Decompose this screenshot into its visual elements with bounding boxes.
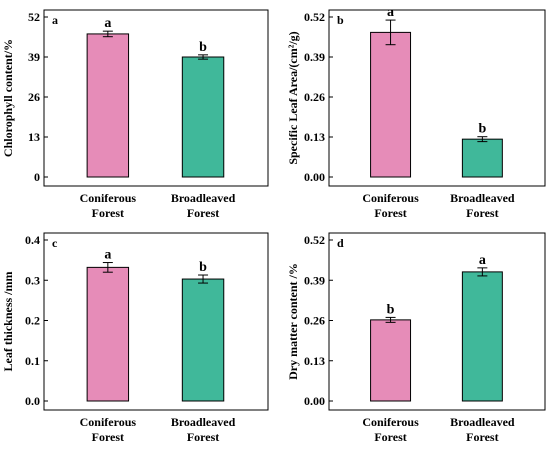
significance-label: a [104, 16, 111, 31]
significance-label: b [199, 40, 207, 55]
x-category-label: Coniferous Forest [362, 415, 419, 444]
y-axis-label: Leaf thickness /mm [1, 272, 15, 372]
bar-coniferous [86, 266, 130, 402]
y-tick-label: 0.52 [304, 10, 325, 24]
significance-label: b [387, 302, 395, 317]
y-tick-label: 0.26 [304, 314, 325, 328]
y-axis-label: Chlorophyll content/% [1, 39, 15, 157]
panel-label: d [337, 236, 344, 250]
y-tick-label: 0.13 [304, 130, 325, 144]
significance-label: a [387, 5, 394, 20]
y-tick-label: 0.1 [25, 354, 40, 368]
bar-broadleaved [461, 138, 503, 178]
plot-frame [43, 9, 269, 187]
y-tick-label: 0.2 [25, 314, 40, 328]
x-category-label: Coniferous Forest [80, 191, 137, 220]
x-category-label: Broadleaved Forest [450, 191, 515, 220]
y-tick-label: 0 [34, 170, 40, 184]
plot-frame [328, 232, 546, 411]
bar-coniferous [86, 33, 130, 178]
plot-frame [328, 9, 546, 187]
y-axis-label: Specific Leaf Area/(cm²/g) [286, 31, 300, 164]
y-tick-label: 0.00 [304, 170, 325, 184]
y-tick-label: 0.52 [304, 233, 325, 247]
panel-label: a [52, 13, 58, 27]
y-tick-label: 52 [28, 10, 40, 24]
y-tick-label: 13 [28, 130, 40, 144]
chart-panel-a: 0 13 26 39 52 Chlorophyll content/% a a Conifero… [1, 9, 269, 220]
y-tick-label: 0.00 [304, 394, 325, 408]
y-tick-label: 0.26 [304, 90, 325, 104]
y-tick-label: 0.13 [304, 354, 325, 368]
plot-frame [43, 232, 269, 411]
y-tick-label: 0.3 [25, 273, 40, 287]
panel-label: c [52, 236, 58, 250]
bar-coniferous [370, 31, 412, 178]
bar-coniferous [370, 319, 412, 402]
chart-panel-c: 0.0 0.1 0.2 0.3 0.4 Leaf thickness /mm c a Conif… [1, 232, 269, 444]
y-axis-label: Dry matter content /% [286, 263, 300, 380]
x-category-label: Broadleaved Forest [450, 415, 515, 444]
panel-label: b [337, 13, 344, 27]
significance-label: b [199, 260, 207, 275]
x-category-label: Broadleaved Forest [171, 415, 236, 444]
significance-label: a [479, 253, 486, 268]
bar-broadleaved [181, 56, 225, 178]
x-category-label: Coniferous Forest [362, 191, 419, 220]
bar-broadleaved [461, 271, 503, 402]
chart-panel-d: 0.00 0.13 0.26 0.39 0.52 Dry matter content /… [286, 232, 546, 444]
y-tick-label: 0.4 [25, 233, 40, 247]
y-tick-label: 0.39 [304, 50, 325, 64]
y-tick-label: 39 [28, 50, 40, 64]
x-category-label: Coniferous Forest [80, 415, 137, 444]
y-tick-label: 0.0 [25, 394, 40, 408]
bar-broadleaved [181, 278, 225, 402]
significance-label: a [104, 248, 111, 263]
chart-panel-b: 0.00 0.13 0.26 0.39 0.52 Specific Leaf Area/(… [286, 5, 546, 220]
y-tick-label: 0.39 [304, 273, 325, 287]
significance-label: b [478, 122, 486, 137]
y-tick-label: 26 [28, 90, 40, 104]
x-category-label: Broadleaved Forest [171, 191, 236, 220]
